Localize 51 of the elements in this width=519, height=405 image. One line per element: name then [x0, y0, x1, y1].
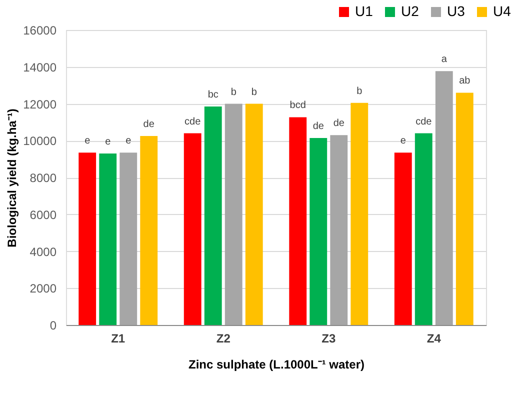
bar: [224, 104, 242, 325]
bar: [435, 71, 453, 325]
bar: [245, 104, 263, 325]
data-label: e: [400, 136, 406, 147]
bar: [204, 106, 222, 325]
data-label: de: [333, 118, 345, 130]
bar: [120, 152, 138, 325]
data-label: a: [441, 54, 448, 66]
data-label: e: [105, 136, 112, 148]
y-tick-label: 12000: [23, 97, 57, 112]
bar: [330, 135, 348, 325]
bar: [350, 102, 368, 325]
y-tick-label: 8000: [30, 171, 57, 185]
data-label: b: [251, 86, 258, 98]
y-tick-label: 6000: [30, 208, 57, 222]
bar: [394, 152, 412, 325]
bar: [99, 154, 117, 325]
y-tick-label: 10000: [23, 134, 57, 148]
bar: [414, 133, 432, 325]
x-tick-label: Z1: [111, 332, 126, 346]
y-tick-label: 4000: [30, 244, 57, 259]
data-label: cde: [184, 116, 202, 128]
data-label: e: [84, 136, 91, 147]
x-tick-label: Z3: [322, 332, 336, 346]
bar: [310, 138, 328, 325]
data-label: ab: [459, 76, 471, 87]
y-tick-label: 16000: [23, 24, 57, 38]
data-label: de: [143, 119, 155, 130]
bar: [140, 136, 158, 325]
data-label: cde: [416, 116, 432, 128]
x-tick-label: Z4: [426, 332, 442, 346]
y-axis-title: Biological yield (kg.ha⁻¹): [5, 108, 20, 248]
y-tick-label: 2000: [30, 282, 57, 296]
bar: [456, 92, 474, 325]
data-label: de: [312, 121, 324, 132]
legend-label: U3: [447, 3, 466, 19]
x-tick-label: Z2: [216, 332, 231, 346]
data-label: e: [126, 136, 132, 147]
data-label: bc: [208, 90, 218, 101]
x-axis-title: Zinc sulphate (L.1000L⁻¹ water): [188, 358, 365, 372]
legend-label: U1: [355, 3, 374, 19]
legend-label: U4: [493, 3, 512, 19]
bar: [78, 152, 96, 325]
data-label: b: [230, 86, 237, 98]
data-label: b: [356, 86, 363, 97]
bar: [289, 117, 307, 325]
bar: [184, 133, 202, 325]
data-label: bcd: [290, 100, 306, 112]
y-tick-label: 14000: [23, 60, 57, 74]
y-tick-label: 0: [50, 318, 57, 332]
legend-label: U2: [401, 3, 420, 19]
